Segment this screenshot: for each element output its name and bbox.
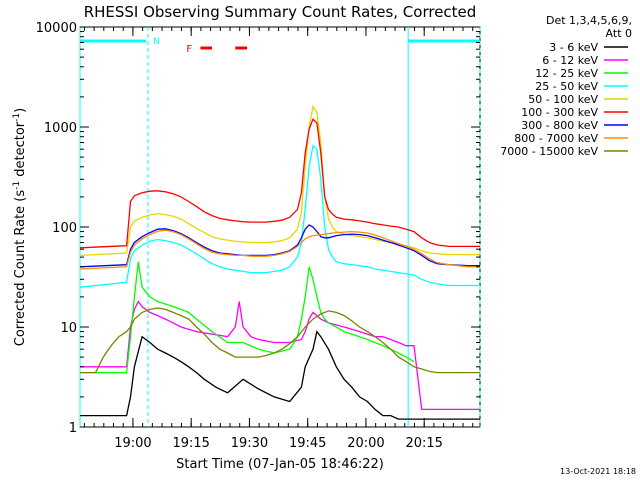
legend-label-5: 100 - 300 keV bbox=[521, 106, 598, 119]
series-line-7 bbox=[79, 229, 480, 270]
y-axis-label-exp2: -1 bbox=[12, 113, 22, 122]
legend-label-0: 3 - 6 keV bbox=[549, 41, 598, 54]
y-tick-label: 1 bbox=[69, 421, 77, 436]
y-tick-label: 10000 bbox=[36, 21, 77, 36]
x-axis-label: Start Time (07-Jan-05 18:46:22) bbox=[176, 457, 384, 472]
series-line-1 bbox=[80, 300, 480, 411]
y-axis-label: Corrected Count Rate (s-1 detector-1) bbox=[12, 108, 28, 346]
legend-label-4: 50 - 100 keV bbox=[528, 93, 598, 106]
y-axis-label-mid: detector bbox=[13, 121, 28, 181]
y-axis-label-exp1: -1 bbox=[12, 181, 22, 190]
legend-label-6: 300 - 800 keV bbox=[521, 119, 598, 132]
night-label: N bbox=[153, 37, 160, 47]
x-tick-label: 20:00 bbox=[347, 436, 384, 451]
chart-title: RHESSI Observing Summary Count Rates, Co… bbox=[84, 3, 477, 21]
x-axis-ticks: 19:00 19:15 19:30 19:45 20:00 20:15 bbox=[83, 27, 474, 451]
series-line-6 bbox=[79, 224, 480, 268]
legend-label-7: 800 - 7000 keV bbox=[514, 132, 598, 145]
legend-label-1: 6 - 12 keV bbox=[542, 54, 598, 67]
series-line-0 bbox=[80, 330, 480, 420]
legend-label-3: 25 - 50 keV bbox=[535, 80, 598, 93]
y-axis-ticks: 1 10 100 1000 10000 bbox=[36, 21, 480, 436]
y-tick-label: 1000 bbox=[44, 121, 77, 136]
generation-date: 13-Oct-2021 18:18 bbox=[560, 467, 636, 476]
legend-label-2: 12 - 25 keV bbox=[535, 67, 598, 80]
night-markers: NF bbox=[79, 27, 481, 427]
series-line-8 bbox=[80, 307, 480, 374]
x-tick-label: 19:30 bbox=[231, 436, 268, 451]
y-tick-label: 100 bbox=[52, 221, 77, 236]
flare-label: F bbox=[186, 44, 192, 55]
x-tick-label: 19:45 bbox=[289, 436, 326, 451]
series-line-4 bbox=[79, 104, 480, 257]
series-line-5 bbox=[79, 117, 480, 249]
y-axis-label-end: ) bbox=[13, 108, 28, 113]
x-tick-label: 20:15 bbox=[405, 436, 442, 451]
y-axis-label-main: Corrected Count Rate (s bbox=[13, 190, 28, 347]
legend-header-line1: Det 1,3,4,5,6,9, bbox=[546, 14, 632, 27]
series-lines bbox=[79, 104, 480, 420]
series-line-2 bbox=[80, 261, 415, 374]
plot-frame bbox=[79, 26, 481, 428]
legend-label-8: 7000 - 15000 keV bbox=[500, 145, 598, 158]
y-tick-label: 10 bbox=[60, 321, 77, 336]
series-line-3 bbox=[79, 144, 480, 288]
legend-header-line2: Att 0 bbox=[606, 27, 632, 40]
x-tick-label: 19:00 bbox=[114, 436, 151, 451]
x-tick-label: 19:15 bbox=[172, 436, 209, 451]
